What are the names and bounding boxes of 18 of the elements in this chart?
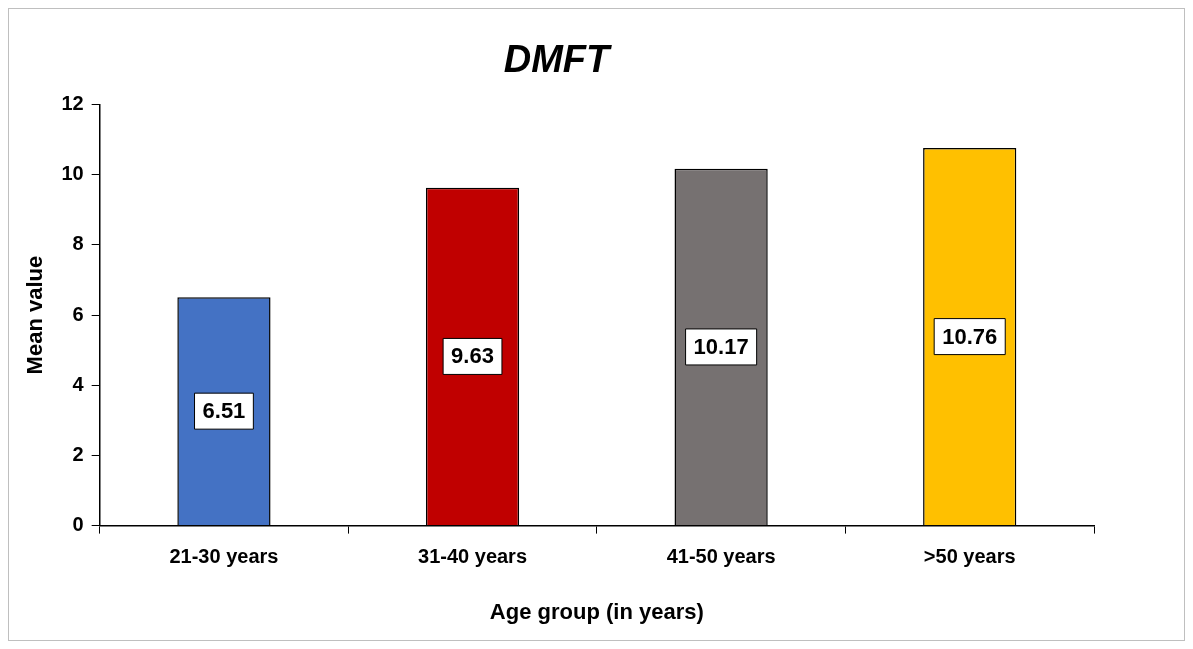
y-tick-label: 12 (61, 92, 84, 115)
y-tick-label: 4 (72, 372, 85, 395)
x-tick-label: 41-50 years (666, 545, 776, 568)
data-label: 10.17 (693, 334, 749, 360)
y-tick-label: 6 (72, 302, 84, 325)
y-tick-label: 8 (72, 232, 84, 255)
y-tick-label: 2 (72, 442, 84, 465)
x-tick-label: 31-40 years (418, 545, 528, 568)
x-axis-title: Age group (in years) (489, 598, 704, 624)
y-axis-title: Mean value (22, 255, 48, 375)
x-tick-label: >50 years (923, 545, 1016, 568)
data-label: 6.51 (202, 398, 246, 424)
y-tick-label: 10 (61, 162, 84, 185)
chart-title: DMFT (503, 38, 613, 81)
x-tick-label: 21-30 years (169, 545, 279, 568)
data-label: 10.76 (942, 323, 998, 349)
data-label: 9.63 (451, 343, 494, 369)
y-tick-label: 0 (72, 513, 84, 536)
